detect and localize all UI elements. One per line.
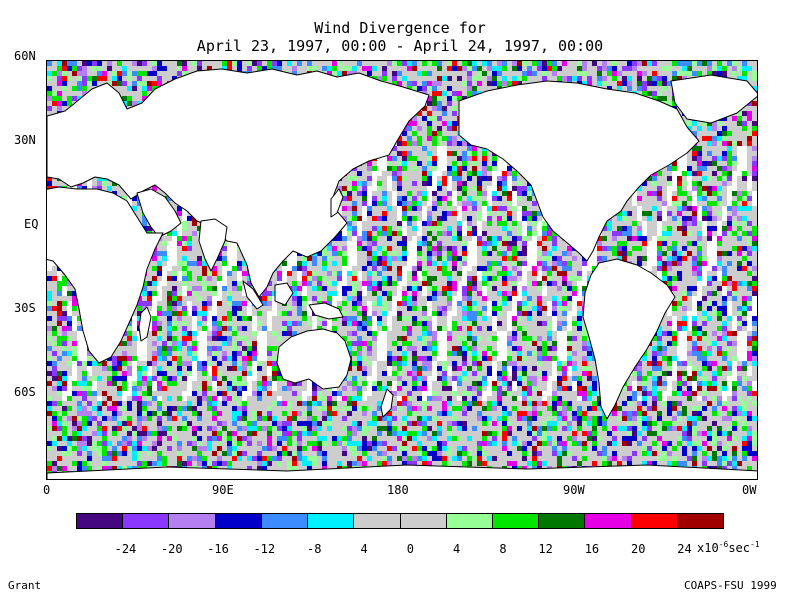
lon-label-0w: 0W [742, 483, 757, 497]
legend-swatch [585, 514, 632, 528]
legend-swatch [308, 514, 355, 528]
lat-label-eq: EQ [24, 217, 39, 231]
units-prefix: x10 [697, 541, 719, 555]
legend-tick-label: 20 [630, 542, 646, 556]
map-canvas [47, 61, 757, 479]
land-south-america [582, 258, 676, 420]
legend-tick-label: 8 [499, 542, 507, 556]
units-suffix-exponent: -1 [750, 540, 760, 549]
legend-swatch [677, 514, 724, 528]
legend-tick-label: -8 [306, 542, 322, 556]
color-legend-bar [76, 513, 724, 529]
legend-swatch [169, 514, 216, 528]
legend-swatch [123, 514, 170, 528]
legend-tick-label: 0 [406, 542, 414, 556]
legend-tick-label: -20 [160, 542, 183, 556]
legend-swatch [446, 514, 493, 528]
lon-label-90e: 90E [212, 483, 234, 497]
legend-swatch [261, 514, 309, 528]
land-antarctica [47, 464, 757, 479]
lon-label-0: 0 [43, 483, 51, 497]
legend-swatch [539, 514, 586, 528]
map-subtitle-date-range: April 23, 1997, 00:00 - April 24, 1997, … [196, 37, 604, 55]
land-new-guinea [308, 302, 344, 320]
units-suffix: sec [728, 541, 751, 555]
lat-label-60s: 60S [14, 385, 36, 399]
land-north-america [458, 80, 700, 262]
legend-swatch [400, 514, 447, 528]
wind-divergence-map [46, 60, 758, 480]
land-india [198, 218, 228, 272]
legend-swatch [354, 514, 401, 528]
map-title: Wind Divergence for [314, 19, 486, 37]
legend-units: x10-6sec-1 [697, 538, 760, 555]
continents [47, 68, 757, 479]
units-exponent: -6 [718, 540, 729, 549]
legend-tick-label: 4 [360, 542, 368, 556]
land-japan [330, 188, 344, 218]
land-new-zealand [380, 388, 394, 418]
lat-label-60n: 60N [14, 49, 36, 63]
footer-author: Grant [8, 579, 42, 592]
legend-tick-label: -16 [207, 542, 229, 556]
legend-swatch [492, 514, 540, 528]
lat-label-30s: 30S [14, 301, 36, 315]
lon-label-180: 180 [387, 483, 409, 497]
land-madagascar [138, 306, 152, 342]
legend-swatch [77, 514, 124, 528]
legend-swatch [215, 514, 262, 528]
footer-credit: COAPS-FSU 1999 [684, 579, 777, 592]
legend-tick-label: -24 [114, 542, 137, 556]
legend-tick-label: 4 [453, 542, 461, 556]
land-africa [47, 186, 164, 364]
lat-label-30n: 30N [14, 133, 36, 147]
land-greenland [670, 74, 757, 124]
land-australia [276, 328, 352, 390]
lon-label-90w: 90W [563, 483, 585, 497]
legend-tick-label: 24 [677, 542, 692, 556]
legend-tick-label: 16 [584, 542, 600, 556]
land-sumatra [242, 280, 264, 310]
land-eurasia [47, 68, 430, 298]
land-borneo [274, 282, 294, 306]
land-arabia [136, 188, 182, 238]
legend-tick-label: 12 [538, 542, 553, 556]
legend-swatch [631, 514, 678, 528]
legend-tick-label: -12 [253, 542, 276, 556]
